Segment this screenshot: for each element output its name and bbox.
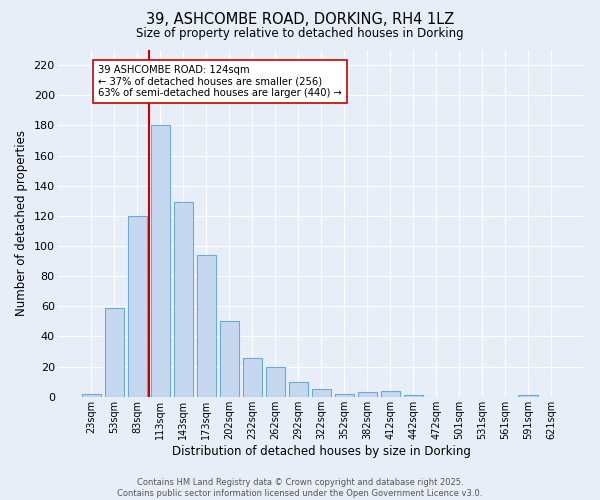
Text: 39 ASHCOMBE ROAD: 124sqm
← 37% of detached houses are smaller (256)
63% of semi-: 39 ASHCOMBE ROAD: 124sqm ← 37% of detach… bbox=[98, 65, 342, 98]
Bar bbox=[197, 255, 216, 397]
Bar bbox=[358, 392, 377, 397]
Bar bbox=[173, 202, 193, 397]
Bar bbox=[82, 394, 101, 397]
Bar bbox=[380, 391, 400, 397]
Bar bbox=[242, 358, 262, 397]
Text: Size of property relative to detached houses in Dorking: Size of property relative to detached ho… bbox=[136, 28, 464, 40]
Bar bbox=[104, 308, 124, 397]
Bar bbox=[220, 322, 239, 397]
Y-axis label: Number of detached properties: Number of detached properties bbox=[15, 130, 28, 316]
Bar bbox=[518, 396, 538, 397]
Text: Contains HM Land Registry data © Crown copyright and database right 2025.
Contai: Contains HM Land Registry data © Crown c… bbox=[118, 478, 482, 498]
Bar bbox=[151, 126, 170, 397]
Bar bbox=[335, 394, 354, 397]
Bar bbox=[289, 382, 308, 397]
X-axis label: Distribution of detached houses by size in Dorking: Distribution of detached houses by size … bbox=[172, 444, 471, 458]
Bar bbox=[128, 216, 147, 397]
Bar bbox=[404, 396, 423, 397]
Text: 39, ASHCOMBE ROAD, DORKING, RH4 1LZ: 39, ASHCOMBE ROAD, DORKING, RH4 1LZ bbox=[146, 12, 454, 28]
Bar bbox=[311, 390, 331, 397]
Bar bbox=[266, 366, 285, 397]
